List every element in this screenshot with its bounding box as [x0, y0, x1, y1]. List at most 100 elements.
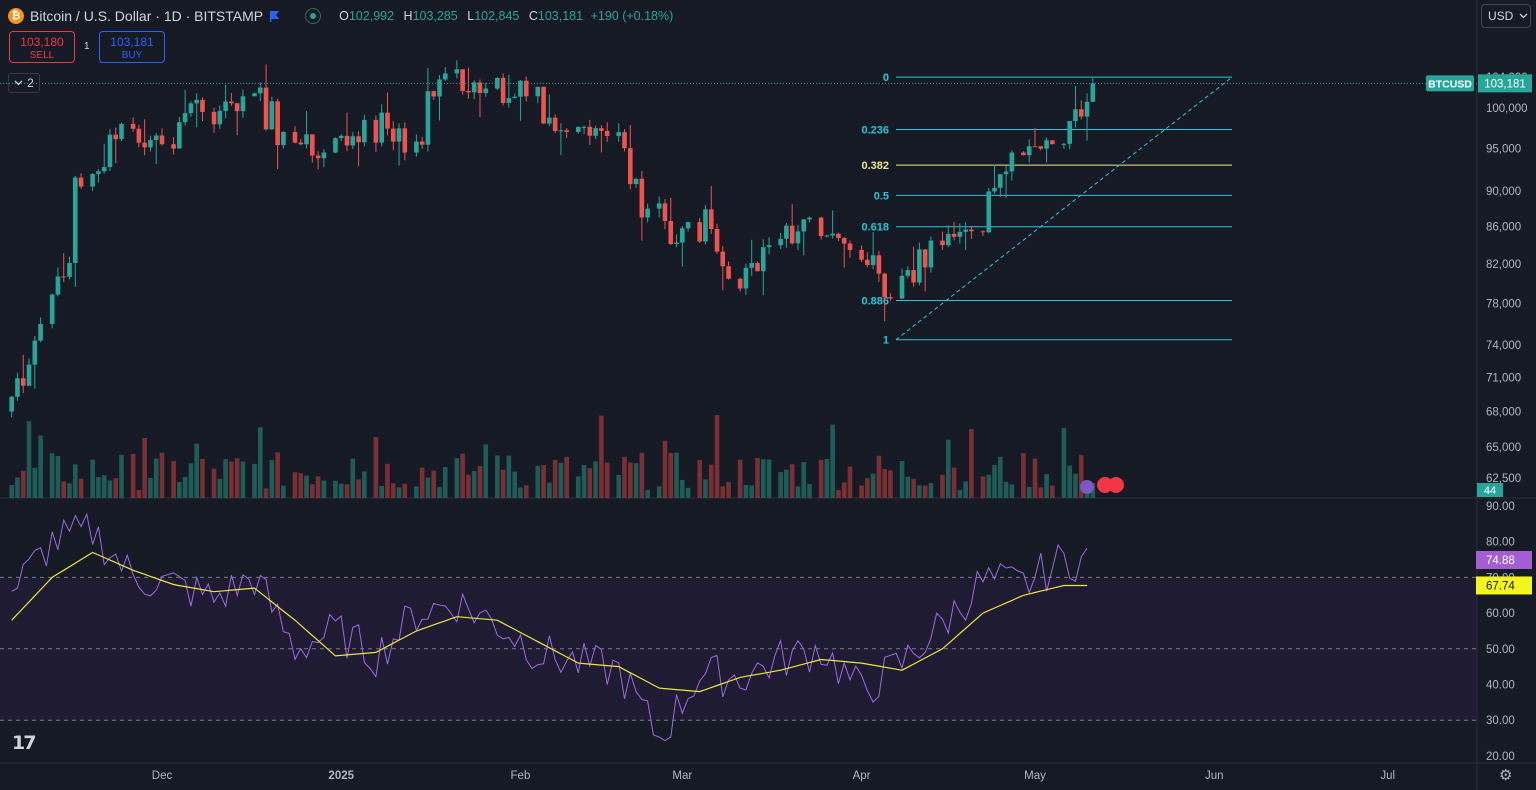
buy-button[interactable]: 103,181 BUY: [99, 31, 165, 63]
volume-bar: [998, 456, 1003, 498]
volume-bar: [182, 476, 188, 498]
left-badge: 44: [1484, 485, 1496, 497]
indicators-toggle-button[interactable]: 2: [8, 73, 40, 93]
volume-bar: [888, 470, 893, 498]
candle-body: [101, 167, 107, 172]
sell-price: 103,180: [20, 35, 64, 49]
candle-body: [998, 174, 1003, 188]
volume-bar: [15, 477, 20, 498]
volume-bar: [362, 471, 367, 498]
volume-bar: [714, 415, 720, 498]
volume-bar: [194, 443, 199, 498]
flag-icon[interactable]: [269, 10, 281, 22]
candle-body: [604, 130, 610, 137]
candle-body: [315, 155, 321, 159]
volume-bar: [171, 461, 176, 498]
symbol-header[interactable]: ₿ Bitcoin / U.S. Dollar · 1D · BITSTAMP …: [8, 6, 673, 26]
volume-bar: [229, 461, 234, 498]
currency-select[interactable]: USD: [1481, 4, 1531, 28]
rsi-ma-value-badge-bg: [1476, 576, 1532, 595]
us-flag-icon[interactable]: [1097, 477, 1113, 493]
market-status-icon[interactable]: [305, 8, 322, 24]
sell-button[interactable]: 103,180 SELL: [9, 31, 75, 63]
settings-icon[interactable]: ⚙: [1499, 767, 1513, 784]
volume-bar: [477, 465, 483, 498]
candle-body: [159, 135, 165, 145]
candle-body: [795, 231, 801, 244]
volume-bar: [830, 424, 835, 498]
candle-body: [90, 174, 95, 187]
lightning-icon[interactable]: [1080, 480, 1094, 494]
volume-bar: [78, 478, 84, 498]
volume-bar: [437, 487, 442, 498]
candle-body: [96, 171, 101, 175]
volume-bar: [177, 482, 182, 498]
candle-body: [940, 240, 945, 246]
volume-bar: [356, 479, 361, 498]
candle-body: [656, 203, 662, 209]
volume-bar: [633, 463, 639, 498]
price-tick-label: 86,000: [1486, 222, 1521, 234]
volume-bar: [159, 452, 165, 498]
candle-body: [743, 267, 749, 289]
volume-bar: [49, 453, 55, 498]
volume-bar: [836, 489, 841, 498]
fib-level-label: 0.886: [861, 296, 889, 308]
volume-bar: [870, 473, 876, 498]
candle-body: [234, 103, 240, 112]
volume-bar: [922, 485, 928, 498]
symbol-title[interactable]: Bitcoin / U.S. Dollar · 1D · BITSTAMP: [30, 8, 264, 24]
volume-bar: [333, 480, 338, 498]
candle-body: [310, 134, 315, 156]
volume-bar: [350, 458, 356, 498]
volume-bar: [917, 485, 922, 498]
price-tick-label: 95,000: [1486, 143, 1521, 155]
candle-body: [379, 112, 384, 143]
volume-bar: [807, 483, 812, 498]
volume-bar: [32, 467, 38, 498]
candle-body: [437, 79, 442, 97]
candle-body: [454, 69, 460, 74]
volume-bar: [945, 439, 951, 498]
candle-body: [801, 219, 807, 232]
volume-bar: [1061, 427, 1067, 498]
candle-body: [599, 128, 604, 131]
low-label: L: [467, 9, 475, 23]
volume-bar: [662, 440, 668, 498]
volume-bar: [841, 482, 847, 498]
time-tick-label: Mar: [672, 770, 692, 782]
volume-bar: [304, 475, 309, 498]
volume-bar: [442, 467, 448, 498]
candle-body: [495, 77, 500, 89]
volume-bar: [726, 481, 731, 498]
bitcoin-icon: ₿: [8, 8, 24, 24]
price-tick-label: 65,000: [1486, 442, 1521, 454]
rsi-panel: 90.0080.0070.0060.0050.0040.0030.0020.00…: [0, 483, 1532, 763]
price-axis: 104,000100,00095,00090,00086,00082,00078…: [1080, 72, 1532, 494]
volume-bar: [512, 471, 517, 498]
rsi-ma-line: [11, 551, 1087, 693]
volume-bar: [1009, 484, 1015, 498]
us-flag-icon[interactable]: [1108, 477, 1124, 493]
volume-bar: [969, 429, 974, 498]
volume-bar: [847, 466, 853, 498]
candle-body: [668, 221, 674, 245]
time-tick-label: Apr: [853, 770, 871, 782]
volume-bar: [90, 459, 95, 498]
candle-body: [1044, 140, 1049, 149]
volume-bar: [1038, 487, 1044, 498]
candle-body: [1003, 171, 1009, 175]
candle-body: [905, 270, 911, 276]
volume-bar: [72, 464, 78, 498]
volume-bar: [402, 483, 408, 498]
candle-body: [1078, 109, 1084, 117]
candle-body: [275, 101, 280, 146]
tradingview-logo-icon[interactable]: 17: [12, 732, 36, 754]
volume-bar: [697, 460, 702, 498]
candle-body: [362, 119, 367, 143]
volume-bar: [552, 460, 558, 498]
candle-body: [72, 177, 78, 264]
volume-bar: [957, 489, 963, 498]
